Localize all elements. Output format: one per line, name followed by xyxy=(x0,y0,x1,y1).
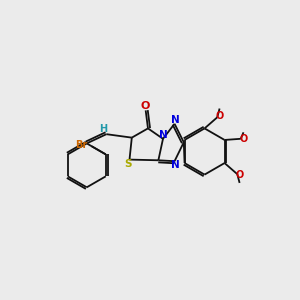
Text: O: O xyxy=(240,134,248,144)
Text: N: N xyxy=(171,115,180,125)
Text: H: H xyxy=(99,124,107,134)
Text: O: O xyxy=(140,101,150,111)
Text: N: N xyxy=(159,130,168,140)
Text: S: S xyxy=(124,159,132,169)
Text: Br: Br xyxy=(75,140,87,150)
Text: O: O xyxy=(236,170,244,180)
Text: N: N xyxy=(171,160,180,170)
Text: O: O xyxy=(216,111,224,121)
